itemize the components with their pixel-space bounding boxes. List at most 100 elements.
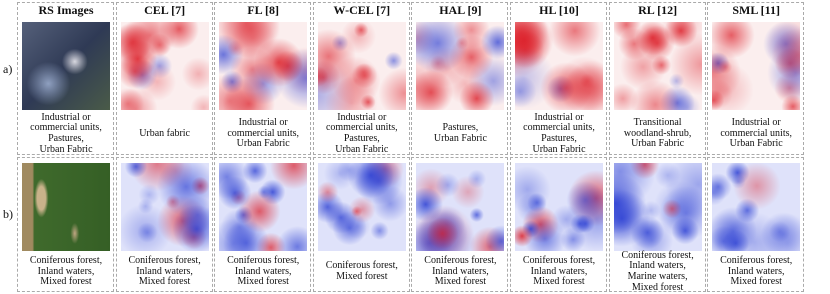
cell-frame <box>608 157 706 292</box>
column-header: HAL [9] <box>439 3 482 17</box>
caption-line: Coniferous forest, <box>522 255 596 267</box>
caption-line: Urban Fabric <box>236 138 290 150</box>
caption-line: commercial units, <box>523 122 595 134</box>
caption-line: Coniferous forest, <box>128 255 201 267</box>
column-header: FL [8] <box>247 3 280 17</box>
heatmap-forest <box>515 163 603 251</box>
heatmap-forest <box>317 163 406 251</box>
cell-frame <box>608 2 706 155</box>
heatmap-urban <box>317 22 406 110</box>
column-header: HL [10] <box>539 3 579 17</box>
row-label: a) <box>3 62 13 76</box>
heatmap-forest <box>219 163 308 251</box>
caption-line: Inland waters, <box>727 265 785 277</box>
heatmap-urban <box>416 22 505 110</box>
caption-line: Mixed forest <box>40 276 92 288</box>
caption-line: Coniferous forest, <box>325 260 398 272</box>
caption-line: Pastures, <box>541 133 577 144</box>
caption-line: Urban Fabric <box>433 133 487 144</box>
caption-line: Mixed forest <box>434 276 487 288</box>
caption: Industrial or commercial units, Pastures, U… <box>313 111 411 155</box>
heatmap-urban <box>219 22 308 110</box>
caption: Coniferous forest, Mixed forest <box>313 252 411 292</box>
caption-line: Industrial or <box>41 111 91 123</box>
caption: Coniferous forest, Inland waters, Marine w… <box>609 250 707 293</box>
heatmap-forest <box>613 163 702 251</box>
caption-line: Urban Fabric <box>39 143 93 155</box>
caption: Industrial or commercial units, Pastures, U… <box>17 111 115 155</box>
caption-line: Mixed forest <box>533 276 585 288</box>
caption-line: commercial units, <box>720 127 793 139</box>
caption: Transitional woodland-shrub, Urban Fabric <box>609 113 707 155</box>
caption-line: Inland waters, <box>136 265 193 277</box>
caption-line: Coniferous forest, <box>227 255 300 267</box>
heatmap-forest <box>22 163 110 251</box>
caption: Coniferous forest, Inland waters, Mixed fo… <box>214 252 312 292</box>
caption-line: Inland waters, <box>530 265 588 277</box>
cell-frame <box>312 2 410 155</box>
caption: Coniferous forest, Inland waters, Mixed fo… <box>411 252 509 292</box>
caption: Coniferous forest, Inland waters, Mixed fo… <box>707 252 805 292</box>
cell-frame <box>115 157 213 292</box>
caption-line: Urban fabric <box>139 127 190 139</box>
cell-frame <box>707 157 805 292</box>
row-label: b) <box>3 207 13 221</box>
cell-frame <box>17 2 114 155</box>
caption-line: Inland waters, <box>629 260 686 272</box>
caption-line: Coniferous forest, <box>720 255 793 267</box>
caption: Coniferous forest, Inland waters, Mixed fo… <box>510 252 608 292</box>
caption-line: Mixed forest <box>336 271 388 282</box>
heatmap-forest <box>416 163 505 251</box>
heatmap-urban <box>613 22 702 110</box>
caption-line: Pastures, <box>442 122 479 134</box>
heatmap-urban <box>120 22 209 110</box>
column-header: SML [11] <box>732 3 781 17</box>
caption-line: Inland waters, <box>432 265 489 277</box>
heatmap-urban <box>515 22 603 110</box>
caption-line: Mixed forest <box>138 276 191 288</box>
caption: Coniferous forest, Inland waters, Mixed fo… <box>17 252 115 292</box>
caption-line: Inland waters, <box>37 265 95 277</box>
caption-line: Mixed forest <box>730 276 782 288</box>
caption: Industrial or commercial units, Urban Fabr… <box>214 113 312 155</box>
caption-line: commercial units, <box>227 127 300 139</box>
heatmap-urban <box>712 22 801 110</box>
heatmap-forest <box>712 163 801 251</box>
caption-line: Mixed forest <box>237 276 289 288</box>
cell-frame <box>214 157 312 292</box>
caption-line: Transitional <box>633 117 682 129</box>
caption-line: Marine waters, <box>627 271 688 282</box>
cell-frame <box>411 2 509 155</box>
caption-line: commercial units, <box>325 122 398 134</box>
caption-line: Industrial or <box>731 117 781 129</box>
caption-line: Coniferous forest, <box>424 255 497 267</box>
caption-line: Urban Fabric <box>729 138 783 150</box>
cell-frame <box>510 157 607 292</box>
column-header: RS Images <box>38 3 94 17</box>
caption: Urban fabric <box>116 113 214 155</box>
cell-frame <box>707 2 805 155</box>
cell-frame <box>214 2 312 155</box>
column-header: RL [12] <box>638 3 678 17</box>
caption-line: Pastures, <box>343 133 380 144</box>
caption-line: Urban Fabric <box>631 138 685 150</box>
caption: Industrial or commercial units, Pastures, U… <box>510 111 608 155</box>
heatmap-urban <box>22 22 110 110</box>
heatmap-forest <box>120 163 209 251</box>
column-header: CEL [7] <box>144 3 186 17</box>
caption-line: Mixed forest <box>631 281 684 293</box>
caption-line: Pastures, <box>48 133 84 144</box>
caption-line: Urban Fabric <box>532 143 586 155</box>
caption-line: Urban Fabric <box>335 143 389 155</box>
caption: Coniferous forest, Inland waters, Mixed fo… <box>116 252 214 292</box>
caption-line: Industrial or <box>337 111 387 123</box>
caption-line: Coniferous forest, <box>29 255 103 267</box>
cell-frame <box>312 157 410 292</box>
caption-line: woodland-shrub, <box>623 127 692 139</box>
cell-frame <box>115 2 213 155</box>
caption-line: Industrial or <box>238 117 288 129</box>
caption-line: Industrial or <box>534 111 584 123</box>
caption-line: Inland waters, <box>234 265 292 277</box>
column-header: W-CEL [7] <box>333 3 391 17</box>
